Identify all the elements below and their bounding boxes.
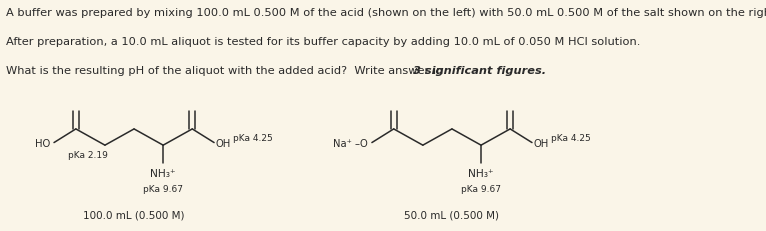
- Text: 3 significant figures.: 3 significant figures.: [413, 66, 545, 76]
- Text: OH: OH: [534, 138, 548, 148]
- Text: A buffer was prepared by mixing 100.0 mL 0.500 M of the acid (shown on the left): A buffer was prepared by mixing 100.0 mL…: [6, 8, 766, 18]
- Text: pKa 9.67: pKa 9.67: [143, 184, 183, 193]
- Text: pKa 9.67: pKa 9.67: [461, 184, 501, 193]
- Text: What is the resulting pH of the aliquot with the added acid?  Write answer in: What is the resulting pH of the aliquot …: [6, 66, 447, 76]
- Text: NH₃⁺: NH₃⁺: [150, 168, 176, 178]
- Text: 50.0 mL (0.500 M): 50.0 mL (0.500 M): [404, 210, 499, 219]
- Text: pKa 4.25: pKa 4.25: [552, 134, 591, 143]
- Text: After preparation, a 10.0 mL aliquot is tested for its buffer capacity by adding: After preparation, a 10.0 mL aliquot is …: [6, 37, 640, 47]
- Text: pKa 4.25: pKa 4.25: [233, 134, 273, 143]
- Text: NH₃⁺: NH₃⁺: [468, 168, 494, 178]
- Text: 100.0 mL (0.500 M): 100.0 mL (0.500 M): [83, 210, 185, 219]
- Text: pKa 2.19: pKa 2.19: [68, 150, 108, 159]
- Text: HO: HO: [35, 138, 50, 148]
- Text: Na⁺ –O: Na⁺ –O: [333, 138, 368, 148]
- Text: OH: OH: [216, 138, 231, 148]
